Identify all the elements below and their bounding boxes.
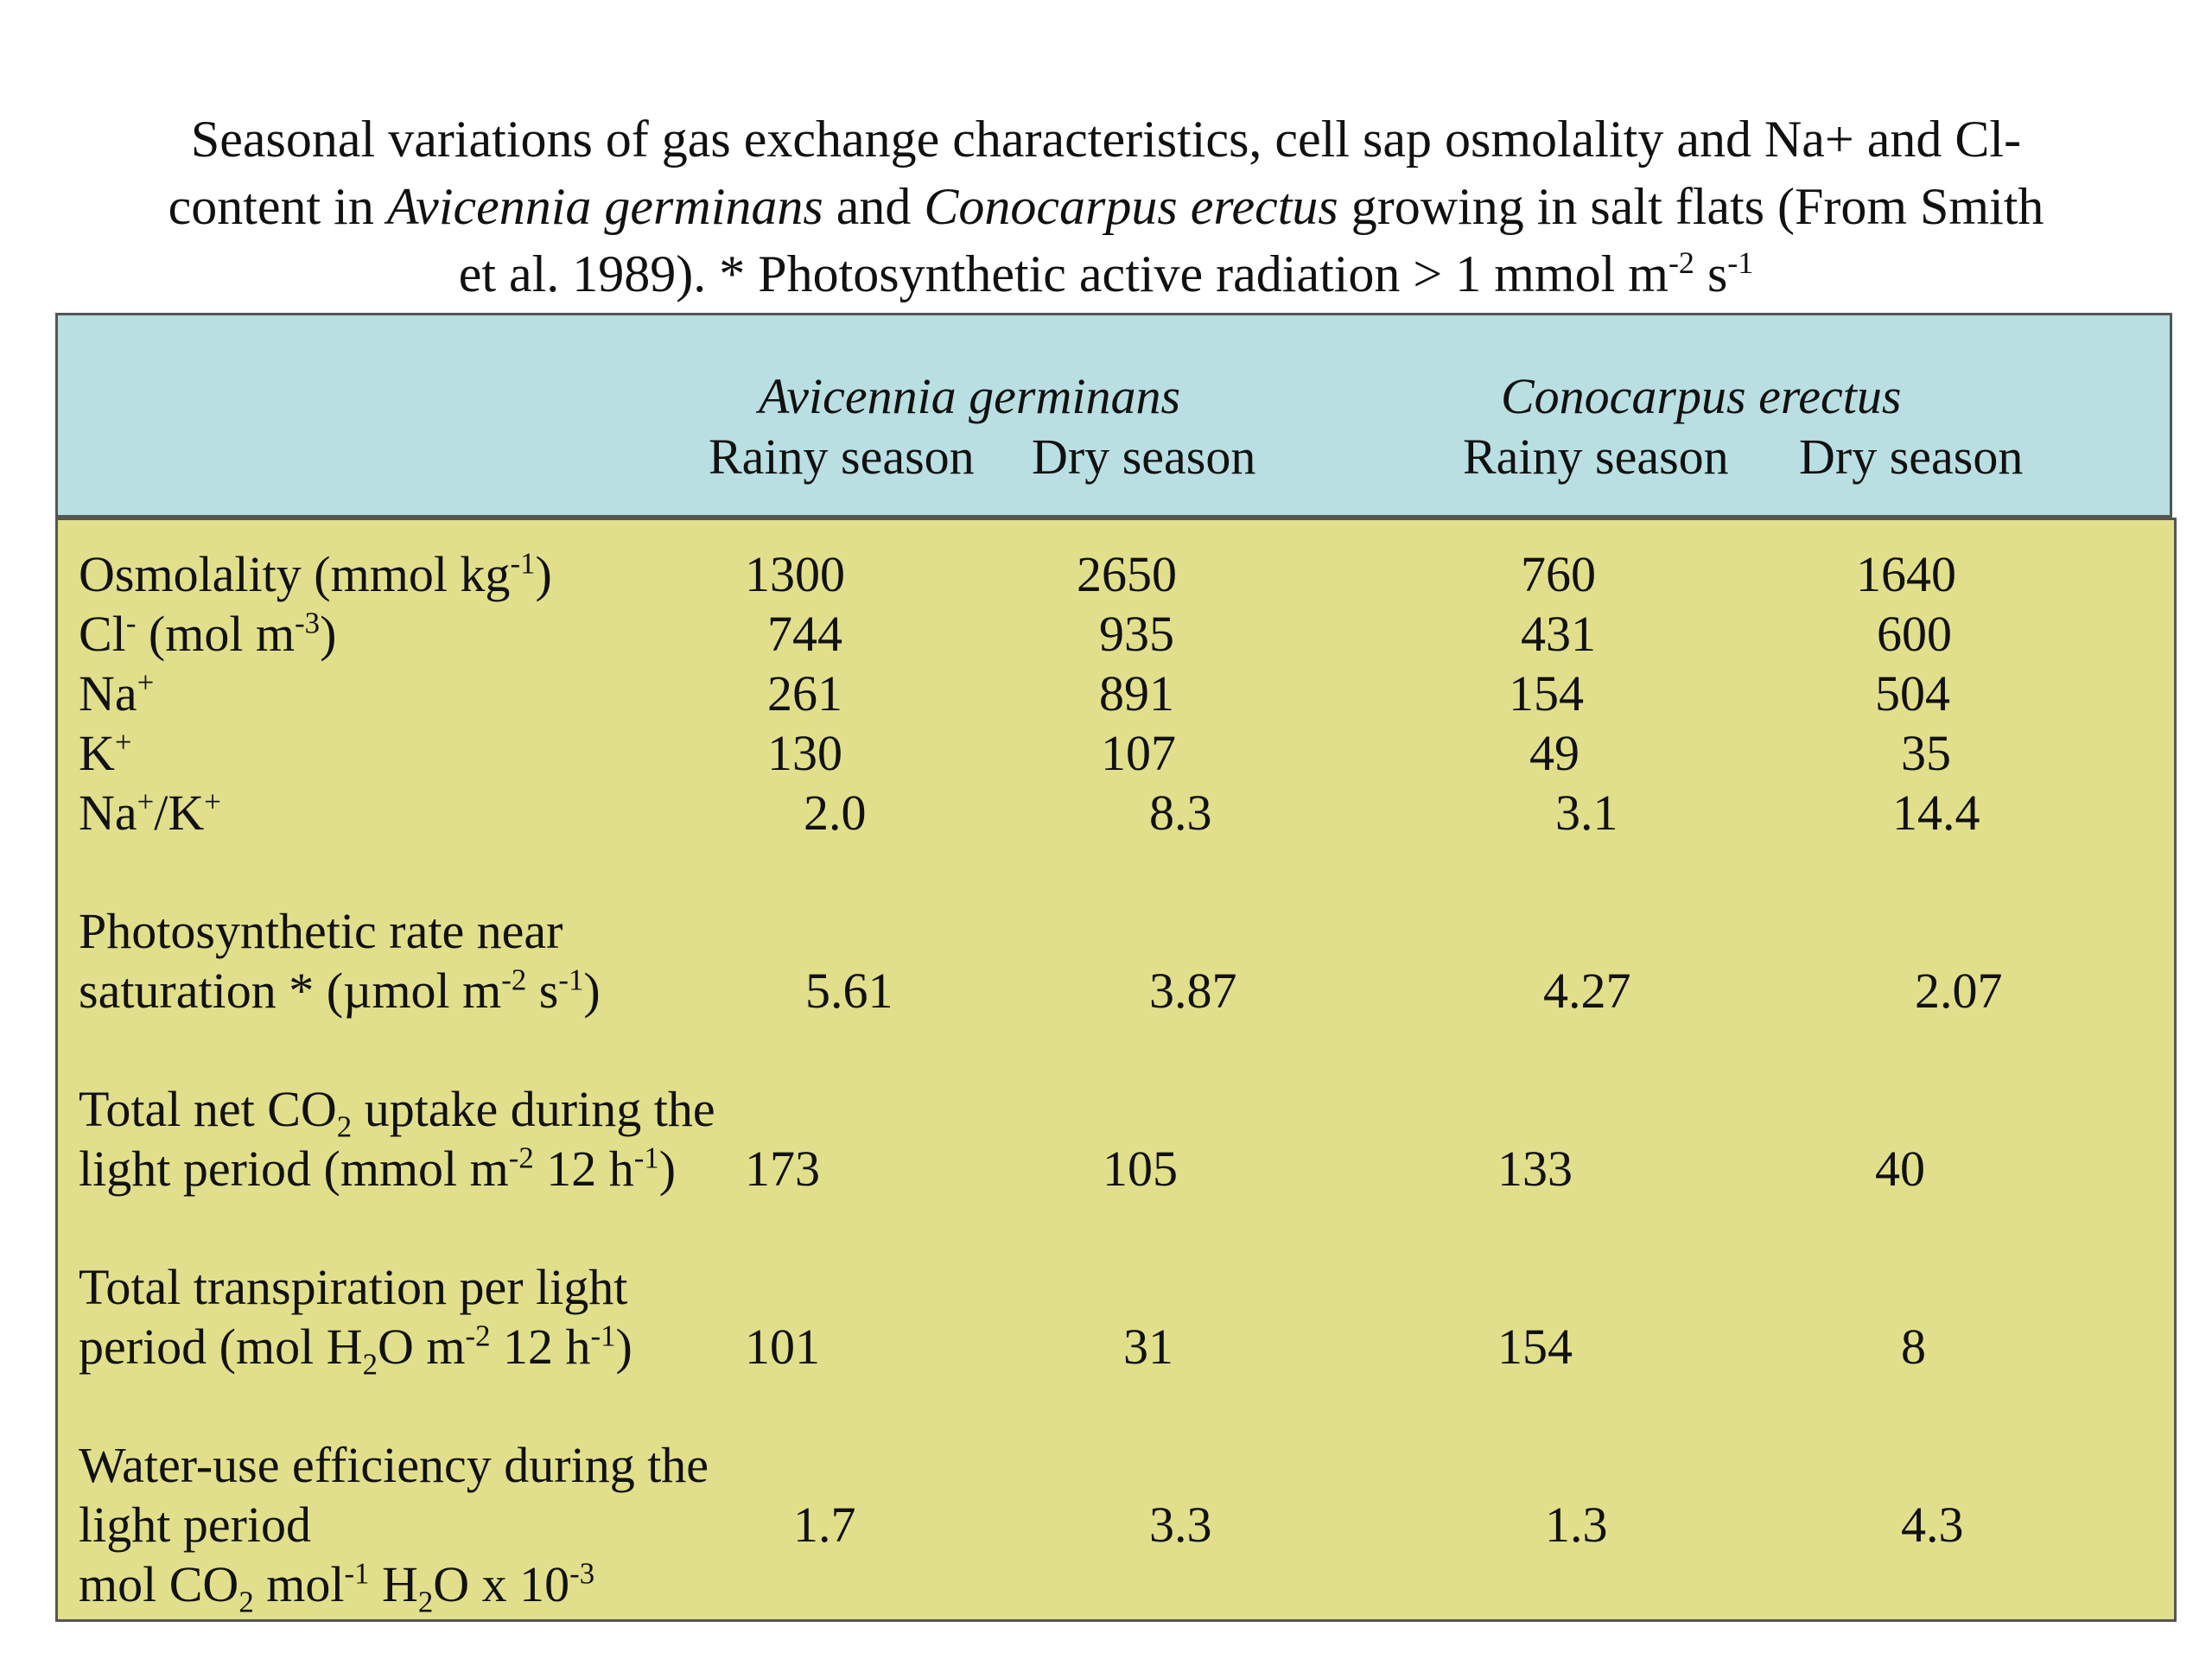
row-label-na-k-ratio: Na+/K+: [79, 785, 221, 841]
row-label-wue-line3: mol CO2 mol-1 H2O x 10-3: [79, 1556, 595, 1619]
value-cell: 101: [745, 1319, 820, 1375]
value-cell: 3.87: [1149, 963, 1237, 1019]
value-cell: 1300: [745, 546, 845, 602]
table-header: [55, 313, 2172, 518]
value-cell: 49: [1529, 725, 1580, 781]
caption-line-2: content in Avicennia germinans and Conoc…: [168, 178, 2044, 235]
row-label-co2-line1: Total net CO2 uptake during the: [79, 1081, 715, 1144]
value-cell: 3.1: [1555, 785, 1618, 841]
value-cell: 431: [1521, 606, 1596, 662]
avicennia-rainy-header: Rainy season: [709, 429, 975, 485]
value-cell: 4.27: [1543, 963, 1631, 1019]
conocarpus-rainy-header: Rainy season: [1463, 429, 1729, 485]
value-cell: 40: [1875, 1141, 1925, 1197]
row-label-photosynthesis-line2: saturation * (µmol m-2 s-1): [79, 963, 601, 1019]
conocarpus-dry-header: Dry season: [1799, 429, 2024, 485]
row-label-cl: Cl- (mol m-3): [79, 606, 337, 662]
value-cell: 130: [767, 725, 842, 781]
row-label-transpiration-line2: period (mol H2O m-2 12 h-1): [79, 1319, 632, 1382]
value-cell: 8.3: [1149, 785, 1212, 841]
value-cell: 154: [1509, 665, 1584, 721]
value-cell: 1640: [1856, 546, 1956, 602]
row-label-wue-line2: light period: [79, 1497, 312, 1553]
row-label-osmolality: Osmolality (mmol kg-1): [79, 546, 552, 602]
value-cell: 891: [1099, 665, 1174, 721]
table-body: [55, 518, 2177, 1622]
value-cell: 105: [1103, 1141, 1178, 1197]
row-label-wue-line1: Water-use efficiency during the: [79, 1437, 709, 1493]
value-cell: 600: [1877, 606, 1952, 662]
value-cell: 760: [1521, 546, 1596, 602]
value-cell: 35: [1901, 725, 1951, 781]
row-label-transpiration-line1: Total transpiration per light: [79, 1259, 628, 1315]
value-cell: 2650: [1077, 546, 1177, 602]
value-cell: 1.7: [793, 1497, 856, 1553]
value-cell: 504: [1875, 665, 1950, 721]
value-cell: 3.3: [1149, 1497, 1212, 1553]
row-label-co2-line2: light period (mmol m-2 12 h-1): [79, 1141, 677, 1197]
value-cell: 8: [1901, 1319, 1926, 1375]
value-cell: 744: [767, 606, 842, 662]
value-cell: 154: [1497, 1319, 1573, 1375]
species-avicennia-header: Avicennia germinans: [759, 368, 1181, 424]
value-cell: 107: [1101, 725, 1176, 781]
value-cell: 935: [1099, 606, 1174, 662]
row-label-photosynthesis-line1: Photosynthetic rate near: [79, 903, 563, 959]
row-label-na: Na+: [79, 665, 155, 721]
value-cell: 4.3: [1901, 1497, 1964, 1553]
row-label-k: K+: [79, 725, 132, 781]
value-cell: 5.61: [805, 963, 893, 1019]
value-cell: 173: [745, 1141, 820, 1197]
value-cell: 2.07: [1915, 963, 2003, 1019]
species-conocarpus-header: Conocarpus erectus: [1501, 368, 1902, 424]
value-cell: 14.4: [1892, 785, 1980, 841]
value-cell: 261: [767, 665, 842, 721]
value-cell: 133: [1497, 1141, 1573, 1197]
avicennia-dry-header: Dry season: [1032, 429, 1256, 485]
caption-line-3: et al. 1989). * Photosynthetic active ra…: [458, 245, 1754, 302]
table-caption: Seasonal variations of gas exchange char…: [69, 105, 2143, 308]
value-cell: 1.3: [1545, 1497, 1608, 1553]
caption-line-1: Seasonal variations of gas exchange char…: [190, 111, 2022, 168]
value-cell: 2.0: [804, 785, 867, 841]
value-cell: 31: [1123, 1319, 1173, 1375]
